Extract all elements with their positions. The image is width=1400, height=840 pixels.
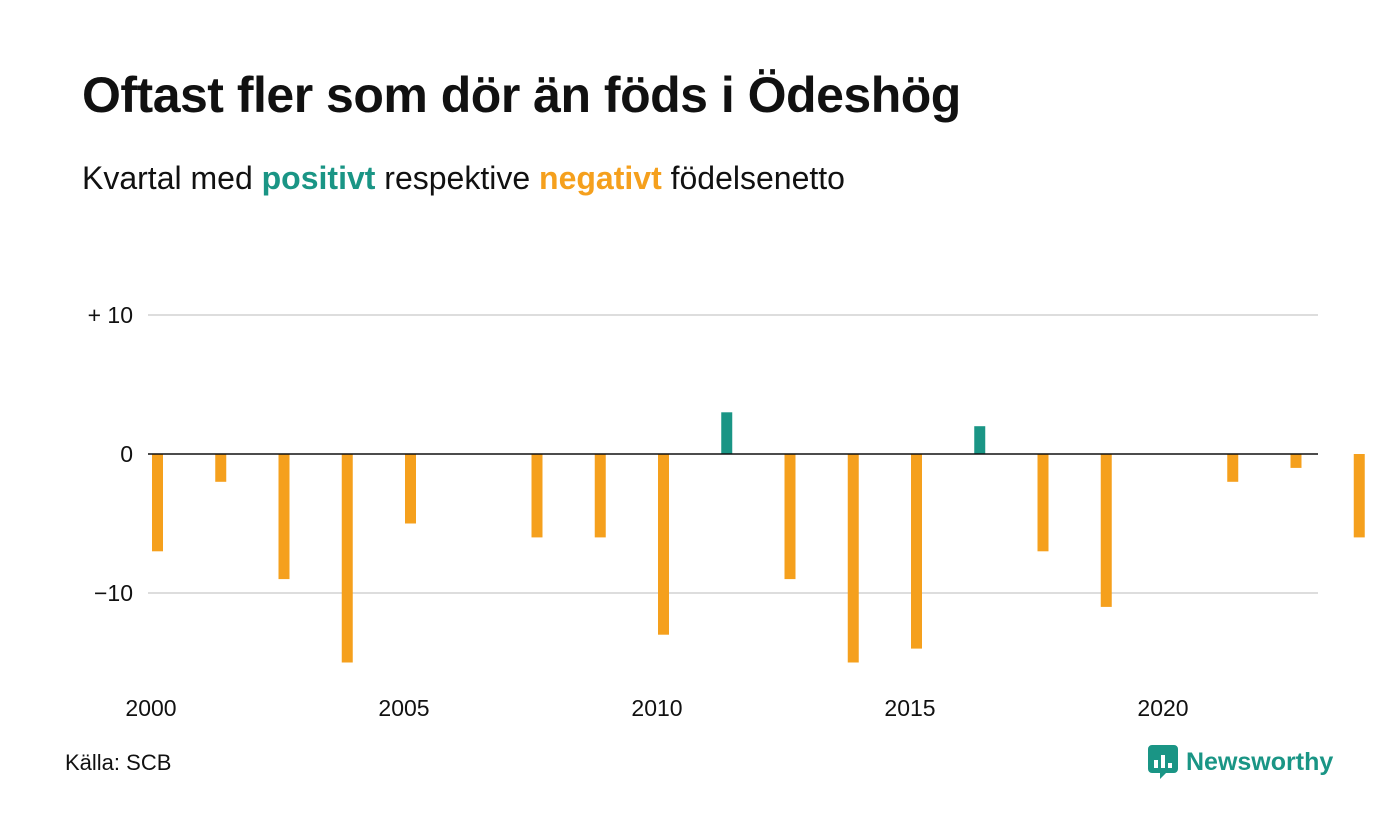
bar (1037, 454, 1049, 552)
x-tick-label: 2020 (1137, 695, 1188, 721)
subtitle-prefix: Kvartal med (82, 160, 253, 196)
y-tick-label: 0 (120, 441, 133, 467)
bar (215, 454, 227, 482)
x-tick-label: 2010 (631, 695, 682, 721)
bar (1290, 454, 1302, 468)
bar (1227, 454, 1239, 482)
x-tick-label: 2005 (378, 695, 429, 721)
bar (1100, 454, 1112, 607)
x-axis-tick-labels: 2000 2005 2010 2015 2020 (125, 695, 1188, 721)
newsworthy-logo-icon (1148, 745, 1178, 779)
bar (1353, 454, 1365, 538)
bar (974, 426, 986, 454)
y-tick-label: −10 (94, 580, 133, 606)
subtitle-positive-word: positivt (261, 160, 376, 196)
bar (658, 454, 669, 635)
subtitle-suffix: födelsenetto (670, 160, 845, 196)
bar (405, 454, 416, 524)
subtitle-middle: respektive (384, 160, 531, 196)
bar (341, 454, 353, 663)
source-note: Källa: SCB (65, 750, 172, 775)
chart-subtitle: Kvartal med positivt respektive negativt… (82, 160, 845, 197)
bar (721, 412, 733, 454)
bar (152, 454, 163, 552)
bar (784, 454, 796, 580)
y-axis-tick-labels: + 10 0 −10 (88, 302, 133, 606)
x-tick-label: 2000 (125, 695, 176, 721)
subtitle-negative-word: negativt (539, 160, 662, 196)
y-tick-label: + 10 (88, 302, 133, 328)
bar (531, 454, 543, 538)
bar (911, 454, 922, 649)
brand-name: Newsworthy (1186, 747, 1334, 776)
bar (278, 454, 290, 580)
chart-title: Oftast fler som dör än föds i Ödeshög (82, 67, 961, 123)
brand-logo[interactable]: Newsworthy (1148, 744, 1333, 780)
x-tick-label: 2015 (884, 695, 935, 721)
bar (847, 454, 859, 663)
bar (594, 454, 606, 538)
chart-bars (152, 412, 1365, 663)
